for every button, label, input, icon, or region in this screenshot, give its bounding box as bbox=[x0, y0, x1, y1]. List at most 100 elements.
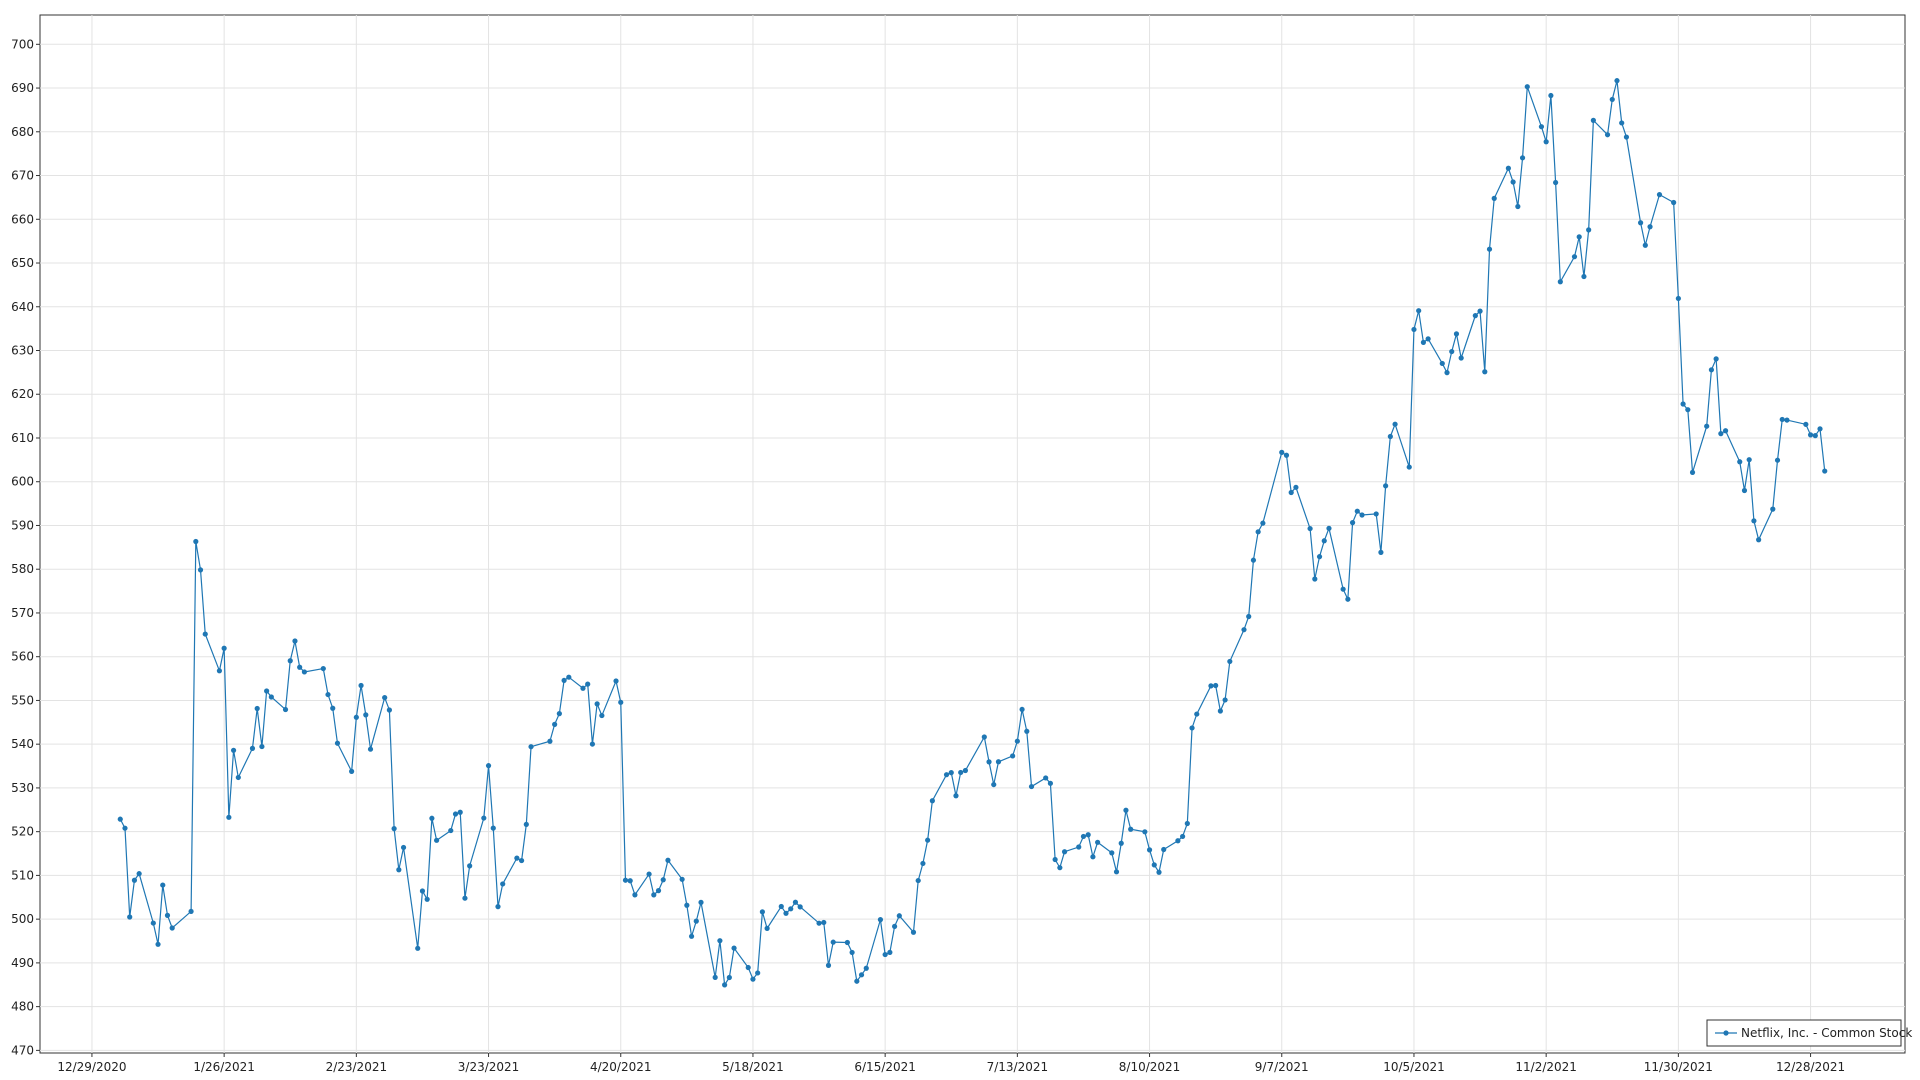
data-point bbox=[1090, 854, 1096, 860]
data-point bbox=[1642, 242, 1648, 248]
data-point bbox=[1708, 367, 1715, 373]
data-point bbox=[1548, 92, 1554, 99]
data-point bbox=[382, 695, 388, 701]
data-point bbox=[1279, 449, 1285, 455]
data-point bbox=[259, 743, 265, 750]
data-point bbox=[660, 877, 666, 883]
data-point bbox=[797, 904, 803, 910]
data-point bbox=[1387, 433, 1393, 440]
data-point bbox=[1307, 525, 1313, 532]
data-point bbox=[755, 970, 761, 976]
data-point bbox=[552, 721, 558, 727]
data-point bbox=[778, 903, 784, 910]
data-point bbox=[1076, 844, 1082, 850]
data-point bbox=[202, 631, 208, 637]
y-tick-label: 670 bbox=[11, 169, 34, 183]
grid bbox=[40, 15, 1905, 1053]
y-tick-label: 680 bbox=[11, 125, 34, 139]
data-point bbox=[1590, 117, 1596, 123]
data-point bbox=[580, 685, 586, 691]
data-point bbox=[169, 925, 175, 931]
x-tick-label: 5/18/2021 bbox=[722, 1060, 784, 1074]
data-point bbox=[292, 638, 298, 644]
data-point bbox=[792, 899, 799, 905]
data-point bbox=[1741, 487, 1748, 494]
data-point bbox=[1080, 833, 1087, 840]
data-point bbox=[1671, 199, 1677, 206]
series-line bbox=[119, 80, 1826, 987]
data-point bbox=[429, 815, 435, 821]
data-point bbox=[1359, 512, 1365, 518]
data-point bbox=[1406, 464, 1412, 470]
data-point bbox=[1774, 457, 1781, 463]
data-point bbox=[1453, 331, 1460, 337]
y-tick-label: 550 bbox=[11, 693, 34, 707]
data-point bbox=[1354, 508, 1360, 514]
data-point bbox=[1316, 554, 1323, 560]
data-point bbox=[254, 705, 260, 712]
data-point bbox=[589, 741, 596, 747]
x-tick-label: 7/13/2021 bbox=[987, 1060, 1049, 1074]
data-point bbox=[528, 744, 534, 750]
y-tick-label: 590 bbox=[11, 518, 34, 532]
data-point bbox=[877, 917, 884, 923]
data-point bbox=[1288, 489, 1294, 496]
data-point bbox=[136, 871, 142, 877]
data-point bbox=[1779, 416, 1785, 423]
data-point bbox=[556, 711, 562, 717]
data-point bbox=[386, 707, 392, 713]
data-point bbox=[216, 668, 223, 674]
data-point bbox=[367, 746, 374, 752]
data-point bbox=[467, 863, 473, 869]
data-point bbox=[655, 888, 662, 894]
data-point bbox=[1208, 683, 1214, 689]
data-point bbox=[1812, 433, 1818, 439]
data-point bbox=[1222, 697, 1228, 703]
data-point bbox=[722, 982, 728, 988]
data-point bbox=[1472, 313, 1478, 319]
data-point bbox=[230, 747, 237, 753]
data-point bbox=[297, 664, 303, 670]
data-point bbox=[688, 933, 695, 939]
data-point bbox=[1095, 839, 1101, 845]
y-tick-label: 470 bbox=[11, 1043, 34, 1057]
data-point bbox=[1524, 84, 1530, 90]
x-tick-label: 12/28/2021 bbox=[1776, 1060, 1845, 1074]
data-point bbox=[1505, 165, 1511, 171]
data-point bbox=[1175, 838, 1181, 844]
data-point bbox=[925, 837, 931, 843]
data-point bbox=[1241, 627, 1247, 633]
data-point bbox=[816, 920, 822, 926]
data-point bbox=[424, 896, 430, 902]
data-point bbox=[1189, 725, 1195, 731]
x-tick-label: 3/23/2021 bbox=[458, 1060, 520, 1074]
data-point bbox=[613, 678, 619, 684]
data-point bbox=[1246, 613, 1252, 620]
data-point bbox=[1250, 557, 1257, 563]
data-point bbox=[1161, 846, 1167, 853]
data-point bbox=[1718, 431, 1724, 437]
data-point bbox=[1689, 469, 1696, 476]
data-point bbox=[334, 740, 341, 746]
data-point bbox=[627, 878, 633, 884]
data-point bbox=[1184, 820, 1190, 827]
data-point bbox=[1784, 417, 1790, 423]
data-point bbox=[991, 781, 997, 788]
x-tick-label: 11/2/2021 bbox=[1515, 1060, 1577, 1074]
data-point bbox=[1543, 139, 1549, 145]
data-point bbox=[566, 674, 572, 680]
x-tick-label: 2/23/2021 bbox=[326, 1060, 388, 1074]
data-point bbox=[1510, 179, 1516, 185]
data-point bbox=[844, 939, 850, 946]
data-point bbox=[1515, 203, 1521, 210]
data-point bbox=[448, 827, 454, 834]
data-point bbox=[1637, 220, 1644, 226]
data-point bbox=[1014, 738, 1020, 744]
data-point bbox=[750, 976, 756, 982]
data-point bbox=[726, 974, 732, 981]
data-point bbox=[849, 949, 855, 956]
y-tick-label: 510 bbox=[11, 868, 34, 882]
y-tick-label: 570 bbox=[11, 606, 34, 620]
data-point bbox=[618, 699, 624, 705]
